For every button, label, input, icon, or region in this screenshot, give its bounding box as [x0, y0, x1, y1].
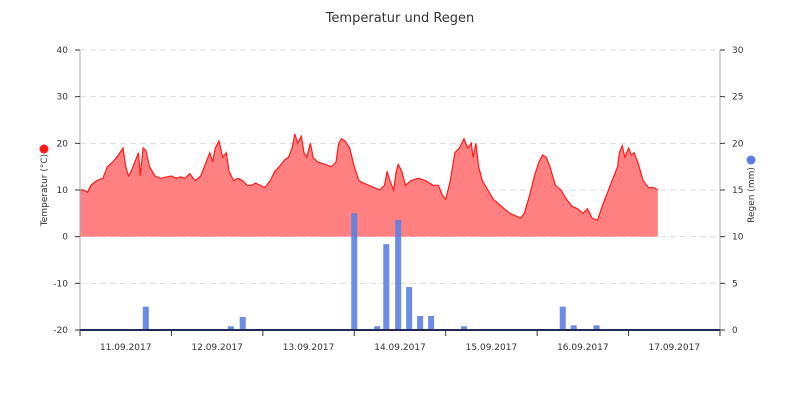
left-tick-label: -20: [53, 326, 68, 336]
right-axis-ticks: 30 25 20 15 10 5 0: [720, 46, 744, 336]
left-tick-label: -10: [53, 279, 68, 289]
rain-bar: [351, 213, 358, 330]
right-tick-label: 0: [732, 326, 738, 336]
rain-bar-layer: [142, 213, 600, 330]
left-tick-label: 40: [57, 46, 69, 56]
rain-legend-dot: [746, 155, 756, 165]
rain-bar: [395, 219, 402, 330]
date-label: 11.09.2017: [100, 343, 152, 353]
rain-bar: [570, 325, 577, 330]
left-tick-label: 0: [62, 233, 68, 243]
date-axis-ticks: 11.09.2017 12.09.2017 13.09.2017 14.09.2017…: [79, 330, 721, 353]
right-tick-label: 5: [732, 279, 738, 289]
rain-bar: [406, 287, 413, 330]
date-label: 13.09.2017: [283, 343, 335, 353]
right-axis-title: Regen (mm): [747, 167, 757, 223]
temperature-legend-dot: [39, 144, 49, 154]
right-tick-label: 30: [732, 46, 744, 56]
date-label: 12.09.2017: [191, 343, 243, 353]
rain-bar: [374, 326, 381, 330]
date-label: 16.09.2017: [557, 343, 609, 353]
left-axis-ticks: 40 30 20 10 0 -10 -20: [53, 46, 80, 336]
temperature-area-layer: [80, 133, 659, 237]
date-label: 14.09.2017: [374, 343, 426, 353]
axis-titles: Temperatur (°C) Regen (mm): [39, 144, 757, 227]
left-axis-title: Temperatur (°C): [40, 154, 50, 227]
rain-bar: [142, 306, 149, 330]
left-tick-label: 30: [57, 93, 69, 103]
rain-bar: [428, 316, 435, 330]
rain-bar: [559, 306, 566, 330]
rain-bar: [383, 244, 390, 330]
right-tick-label: 25: [732, 93, 743, 103]
temperature-line: [80, 133, 659, 222]
rain-bar: [593, 325, 600, 330]
rain-bar: [417, 316, 424, 330]
date-label: 15.09.2017: [466, 343, 518, 353]
chart-title: Temperatur und Regen: [325, 11, 475, 26]
rain-bar: [461, 326, 467, 330]
date-label: 17.09.2017: [649, 343, 701, 353]
rain-bar: [227, 326, 234, 330]
right-tick-label: 20: [732, 139, 744, 149]
right-tick-label: 15: [732, 186, 743, 196]
left-tick-label: 20: [57, 139, 69, 149]
rain-bar: [239, 316, 246, 330]
right-tick-label: 10: [732, 233, 744, 243]
left-tick-label: 10: [57, 186, 69, 196]
